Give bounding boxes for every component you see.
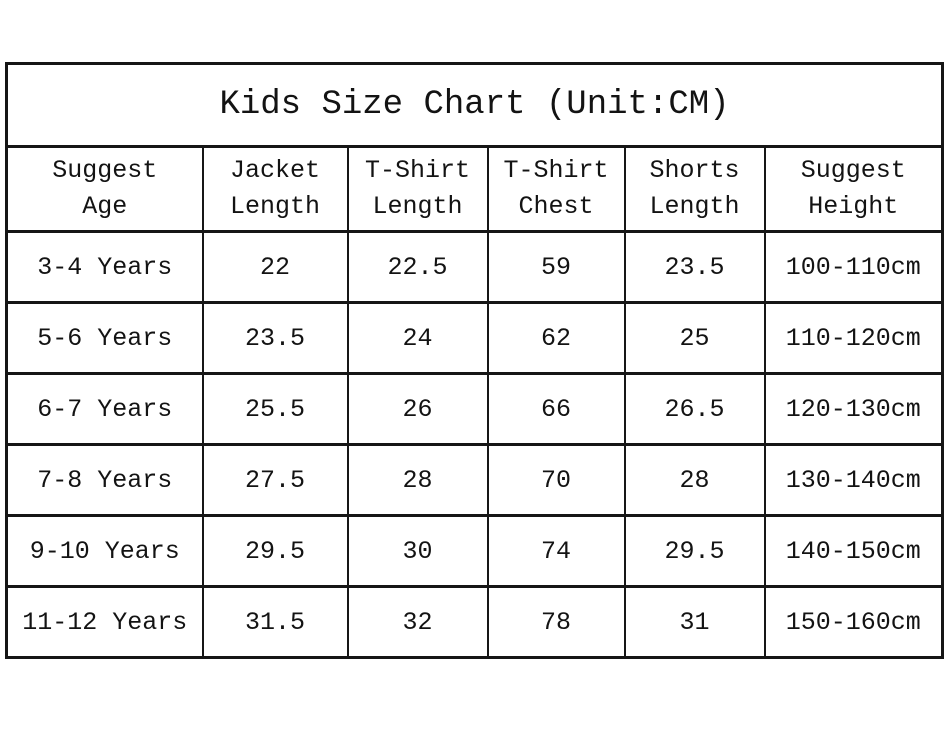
cell-tshirt-length: 30 [346, 514, 489, 588]
header-line: Length [229, 192, 320, 221]
cell-shorts-length: 23.5 [623, 230, 766, 304]
col-header-tshirt-length: T-Shirt Length [346, 145, 489, 233]
table-row: 7-8 Years 27.5 28 70 28 130-140cm [5, 443, 944, 517]
size-chart-table: Kids Size Chart (Unit:CM) Suggest Age Ja… [5, 62, 944, 659]
table-row: 11-12 Years 31.5 32 78 31 150-160cm [5, 585, 944, 659]
table-row: 5-6 Years 23.5 24 62 25 110-120cm [5, 301, 944, 375]
cell-suggest-height: 120-130cm [763, 372, 944, 446]
cell-suggest-height: 150-160cm [763, 585, 944, 659]
cell-tshirt-chest: 59 [486, 230, 626, 304]
cell-suggest-height: 140-150cm [763, 514, 944, 588]
cell-age: 7-8 Years [5, 443, 204, 517]
cell-tshirt-length: 24 [346, 301, 489, 375]
cell-jacket-length: 27.5 [201, 443, 349, 517]
cell-shorts-length: 25 [623, 301, 766, 375]
cell-tshirt-chest: 62 [486, 301, 626, 375]
cell-age: 9-10 Years [5, 514, 204, 588]
title-row: Kids Size Chart (Unit:CM) [5, 62, 944, 148]
header-line: Jacket [229, 156, 320, 185]
header-line: Length [649, 192, 740, 221]
table-row: 9-10 Years 29.5 30 74 29.5 140-150cm [5, 514, 944, 588]
cell-suggest-height: 110-120cm [763, 301, 944, 375]
col-header-suggest-height: Suggest Height [763, 145, 944, 233]
header-line: Chest [518, 192, 594, 221]
header-line: T-Shirt [503, 156, 609, 185]
col-header-suggest-age: Suggest Age [5, 145, 204, 233]
cell-jacket-length: 31.5 [201, 585, 349, 659]
cell-tshirt-length: 22.5 [346, 230, 489, 304]
cell-age: 5-6 Years [5, 301, 204, 375]
cell-shorts-length: 29.5 [623, 514, 766, 588]
cell-tshirt-length: 28 [346, 443, 489, 517]
header-line: Length [372, 192, 463, 221]
chart-title: Kids Size Chart (Unit:CM) [5, 62, 944, 148]
cell-tshirt-length: 26 [346, 372, 489, 446]
cell-shorts-length: 28 [623, 443, 766, 517]
cell-shorts-length: 26.5 [623, 372, 766, 446]
col-header-tshirt-chest: T-Shirt Chest [486, 145, 626, 233]
table-row: 6-7 Years 25.5 26 66 26.5 120-130cm [5, 372, 944, 446]
cell-jacket-length: 25.5 [201, 372, 349, 446]
cell-tshirt-chest: 78 [486, 585, 626, 659]
header-line: T-Shirt [364, 156, 471, 185]
cell-tshirt-chest: 74 [486, 514, 626, 588]
header-line: Height [808, 192, 899, 221]
cell-jacket-length: 23.5 [201, 301, 349, 375]
cell-suggest-height: 130-140cm [763, 443, 944, 517]
cell-age: 3-4 Years [5, 230, 204, 304]
cell-suggest-height: 100-110cm [763, 230, 944, 304]
col-header-shorts-length: Shorts Length [623, 145, 766, 233]
header-line: Age [82, 192, 128, 221]
col-header-jacket-length: Jacket Length [201, 145, 349, 233]
header-line: Shorts [649, 156, 740, 185]
cell-tshirt-chest: 70 [486, 443, 626, 517]
header-line: Suggest [52, 156, 158, 185]
header-row: Suggest Age Jacket Length T-Shirt Length… [5, 145, 944, 233]
table-row: 3-4 Years 22 22.5 59 23.5 100-110cm [5, 230, 944, 304]
cell-age: 11-12 Years [5, 585, 204, 659]
cell-shorts-length: 31 [623, 585, 766, 659]
cell-tshirt-length: 32 [346, 585, 489, 659]
header-line: Suggest [800, 156, 906, 185]
cell-tshirt-chest: 66 [486, 372, 626, 446]
cell-jacket-length: 29.5 [201, 514, 349, 588]
cell-jacket-length: 22 [201, 230, 349, 304]
cell-age: 6-7 Years [5, 372, 204, 446]
